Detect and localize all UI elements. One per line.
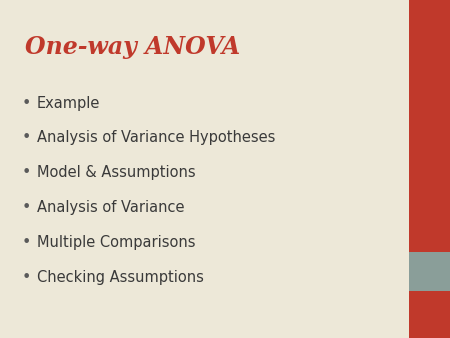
Text: •: • <box>22 130 31 145</box>
Text: Model & Assumptions: Model & Assumptions <box>37 165 195 180</box>
Text: •: • <box>22 96 31 111</box>
Text: •: • <box>22 270 31 285</box>
Text: Example: Example <box>37 96 100 111</box>
Text: Checking Assumptions: Checking Assumptions <box>37 270 204 285</box>
Text: Multiple Comparisons: Multiple Comparisons <box>37 235 195 250</box>
Bar <box>409 252 450 291</box>
Text: •: • <box>22 235 31 250</box>
Text: Analysis of Variance: Analysis of Variance <box>37 200 184 215</box>
Text: Analysis of Variance Hypotheses: Analysis of Variance Hypotheses <box>37 130 275 145</box>
Text: •: • <box>22 165 31 180</box>
Text: •: • <box>22 200 31 215</box>
Text: One-way ANOVA: One-way ANOVA <box>25 35 240 59</box>
Bar <box>409 291 450 338</box>
Bar <box>409 0 450 252</box>
